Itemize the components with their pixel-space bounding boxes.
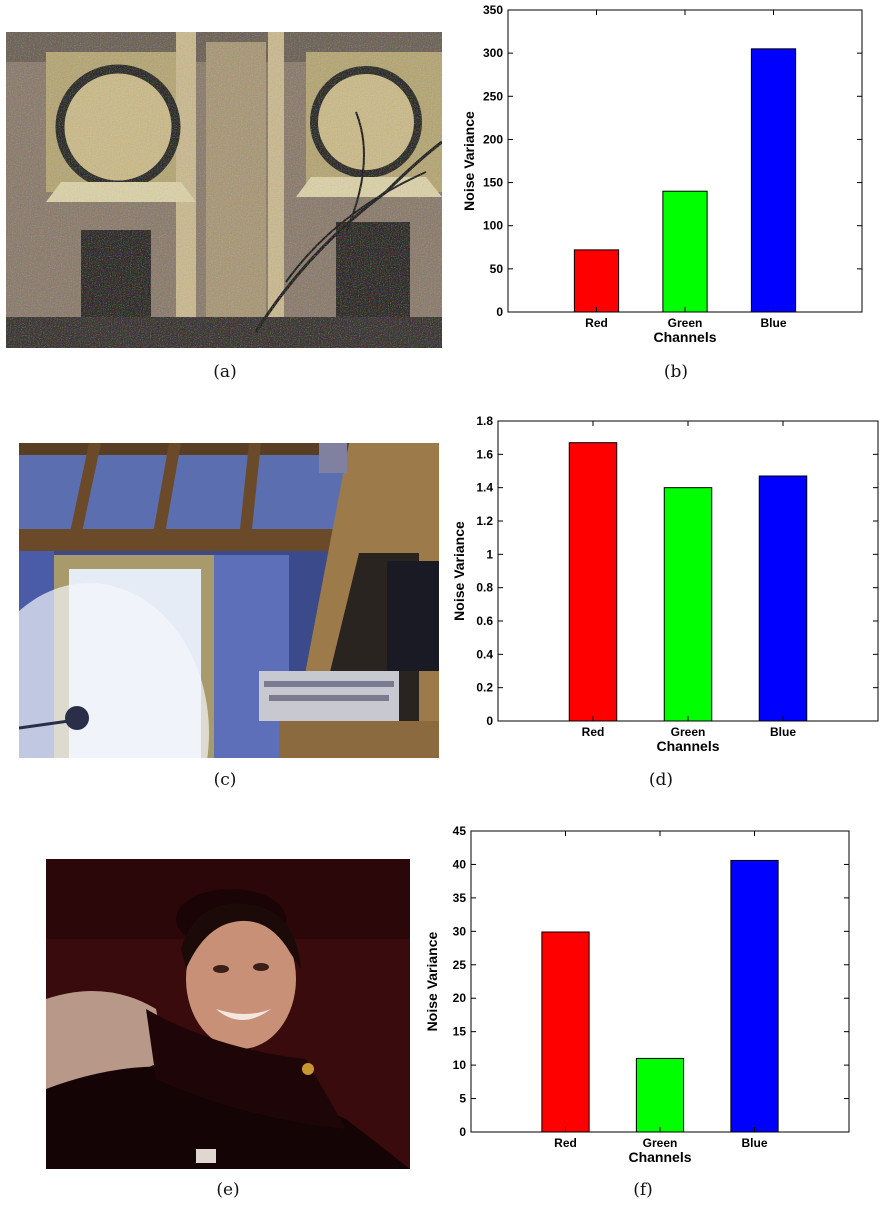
ytick-label-f: 0 (459, 1125, 466, 1139)
xtick-label-blue-b: Blue (760, 316, 786, 330)
bar-blue-b (750, 48, 797, 313)
ytick-label-b: 200 (483, 132, 503, 146)
x-axis-label-d: Channels (656, 738, 719, 754)
photo-building-facade (6, 32, 442, 348)
photo-portrait (46, 859, 410, 1169)
ytick-label-b: 100 (483, 219, 503, 233)
axes-box-b (507, 9, 863, 313)
ytick-label-d: 0.6 (476, 614, 493, 628)
bar-red-b (573, 249, 620, 313)
caption-c: (c) (213, 770, 237, 790)
ytick-label-d: 1.8 (476, 414, 493, 428)
y-axis-label-d: Noise Variance (451, 521, 467, 621)
ytick-label-b: 350 (483, 3, 503, 17)
bar-red-f (541, 931, 590, 1133)
ytick-label-b: 300 (483, 46, 503, 60)
ytick-label-d: 1.4 (476, 481, 493, 495)
xtick-label-green-d: Green (671, 725, 706, 739)
ytick-label-f: 45 (453, 824, 467, 838)
ytick-label-f: 15 (453, 1025, 467, 1039)
x-axis-label-b: Channels (653, 329, 716, 345)
y-axis-label-b: Noise Variance (461, 111, 477, 211)
x-axis-label-f: Channels (628, 1149, 691, 1165)
ytick-label-f: 30 (453, 924, 467, 938)
caption-b: (b) (663, 362, 689, 382)
ytick-label-f: 25 (453, 958, 467, 972)
ytick-label-d: 1.2 (476, 514, 493, 528)
ytick-label-f: 40 (453, 857, 467, 871)
axes-box-d (497, 420, 879, 722)
bar-blue-d (758, 475, 808, 722)
ytick-label-d: 0 (486, 714, 493, 728)
bar-green-b (662, 190, 708, 313)
xtick-label-red-d: Red (582, 725, 605, 739)
ytick-label-f: 20 (453, 991, 467, 1005)
caption-d: (d) (648, 770, 674, 790)
bar-blue-f (730, 859, 779, 1133)
ytick-label-d: 1 (486, 547, 493, 561)
photo-indoor-room (19, 443, 439, 758)
ytick-label-d: 0.4 (476, 647, 493, 661)
y-axis-label-f: Noise Variance (424, 931, 440, 1031)
ytick-label-b: 150 (483, 176, 503, 190)
bar-red-d (568, 442, 618, 722)
ytick-label-d: 0.8 (476, 581, 493, 595)
ytick-label-d: 0.2 (476, 681, 493, 695)
ytick-label-f: 5 (459, 1092, 466, 1106)
axes-box-f (470, 830, 850, 1133)
caption-e: (e) (216, 1180, 240, 1200)
ytick-label-b: 250 (483, 89, 503, 103)
bar-green-f (635, 1057, 685, 1133)
xtick-label-green-f: Green (643, 1136, 678, 1150)
xtick-label-blue-d: Blue (770, 725, 796, 739)
ytick-label-d: 1.6 (476, 447, 493, 461)
ytick-label-f: 10 (453, 1058, 467, 1072)
ytick-label-b: 50 (490, 262, 504, 276)
caption-f: (f) (633, 1180, 653, 1200)
caption-a: (a) (213, 362, 237, 382)
xtick-label-green-b: Green (668, 316, 703, 330)
ytick-label-f: 35 (453, 891, 467, 905)
bar-green-d (663, 487, 713, 722)
ytick-label-b: 0 (496, 305, 503, 319)
xtick-label-red-b: Red (585, 316, 608, 330)
xtick-label-red-f: Red (554, 1136, 577, 1150)
xtick-label-blue-f: Blue (741, 1136, 767, 1150)
